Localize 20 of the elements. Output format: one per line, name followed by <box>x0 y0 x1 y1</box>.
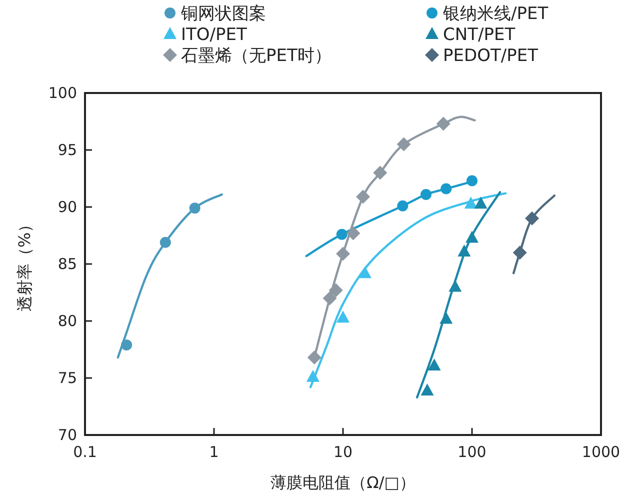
legend-label: ITO/PET <box>181 25 248 45</box>
y-tick-label: 90 <box>58 198 77 216</box>
legend-label: 银纳米线/PET <box>442 4 549 24</box>
y-axis-title: 透射率（%） <box>15 216 34 312</box>
y-tick-label: 95 <box>58 141 77 159</box>
legend-label: CNT/PET <box>443 25 516 45</box>
y-tick-label: 70 <box>58 426 77 444</box>
x-tick-label: 1000 <box>582 443 620 461</box>
x-tick-label: 100 <box>458 443 486 461</box>
x-axis-title: 薄膜电阻值（Ω/□） <box>270 473 416 492</box>
x-tick-label: 10 <box>333 443 353 461</box>
x-tick-label: 1 <box>209 443 219 461</box>
y-tick-label: 75 <box>58 369 77 387</box>
y-tick-label: 100 <box>48 84 77 102</box>
y-tick-label: 80 <box>58 312 77 330</box>
legend-label: PEDOT/PET <box>443 46 539 66</box>
y-tick-label: 85 <box>58 255 77 273</box>
legend-label: 石墨烯（无PET时） <box>181 46 332 66</box>
legend-label: 铜网状图案 <box>180 4 266 24</box>
x-tick-label: 0.1 <box>73 443 97 461</box>
